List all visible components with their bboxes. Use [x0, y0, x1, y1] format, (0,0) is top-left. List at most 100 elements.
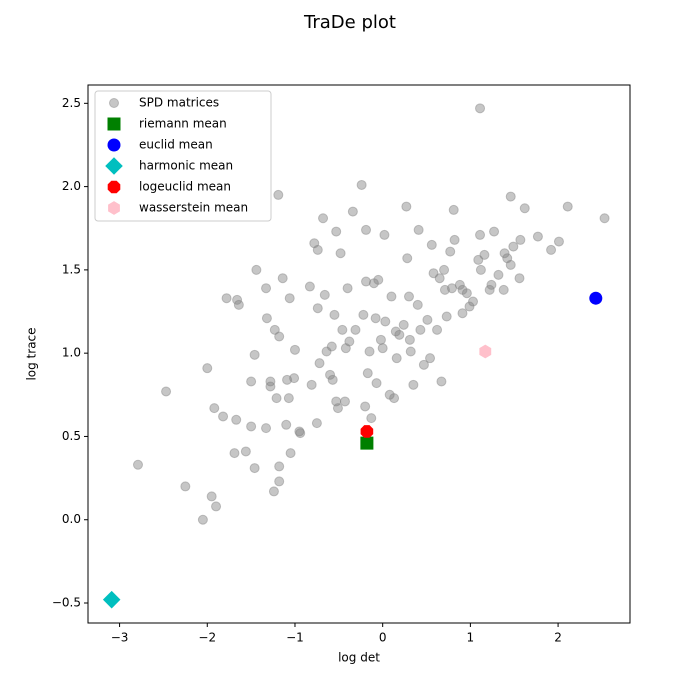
point [180, 481, 191, 492]
point [362, 368, 373, 379]
point [221, 293, 232, 304]
legend-label: riemann mean [139, 117, 227, 131]
point [309, 238, 320, 249]
point [360, 436, 374, 450]
point [337, 324, 348, 335]
x-tick-label: 2 [554, 631, 562, 645]
point [289, 344, 300, 355]
point [295, 428, 306, 439]
point [202, 363, 213, 374]
point [599, 213, 610, 224]
point [335, 248, 346, 259]
x-tick-label: −1 [286, 631, 304, 645]
point [281, 419, 292, 430]
point [371, 378, 382, 389]
point [519, 203, 530, 214]
point [386, 291, 397, 302]
point [454, 279, 465, 290]
point [197, 514, 208, 525]
point [356, 179, 367, 190]
point [389, 393, 400, 404]
legend-marker [107, 138, 121, 152]
y-tick-label: 2.0 [62, 179, 81, 193]
point [273, 189, 284, 200]
point [562, 201, 573, 212]
point [441, 311, 452, 322]
legend-marker [109, 98, 119, 108]
point [484, 284, 495, 295]
point [361, 224, 372, 235]
point [246, 376, 257, 387]
chart-title: TraDe plot [303, 12, 396, 33]
point [390, 326, 401, 337]
point [505, 191, 516, 202]
x-tick-label: 0 [379, 631, 387, 645]
y-tick-label: 0.5 [62, 429, 81, 443]
legend-marker [108, 201, 120, 215]
point [261, 313, 272, 324]
point [493, 269, 504, 280]
legend-marker [105, 157, 123, 175]
point [464, 301, 475, 312]
point [274, 476, 285, 487]
point [274, 461, 285, 472]
point [209, 403, 220, 414]
point [312, 244, 323, 255]
legend-label: euclid mean [139, 138, 213, 152]
legend-label: SPD matrices [139, 96, 219, 110]
point [319, 289, 330, 300]
point [380, 316, 391, 327]
point [312, 303, 323, 314]
point [318, 213, 329, 224]
point [289, 373, 300, 384]
point [475, 229, 486, 240]
x-tick-label: −3 [111, 631, 129, 645]
point [350, 324, 361, 335]
point [408, 379, 419, 390]
point [457, 284, 468, 295]
x-tick-label: 1 [467, 631, 475, 645]
point [218, 411, 229, 422]
y-tick-label: 0.0 [62, 512, 81, 526]
legend-box [94, 90, 272, 222]
point [368, 278, 379, 289]
legend-marker [107, 117, 121, 131]
point [428, 268, 439, 279]
point [304, 281, 315, 292]
point [265, 376, 276, 387]
y-tick-label: −0.5 [52, 596, 81, 610]
point [246, 421, 257, 432]
point [360, 425, 374, 438]
point [402, 253, 413, 264]
point [314, 358, 325, 369]
point [274, 331, 285, 342]
point [479, 344, 492, 359]
point [379, 229, 390, 240]
point [285, 448, 296, 459]
point [449, 234, 460, 245]
point [486, 279, 497, 290]
point [284, 293, 295, 304]
point [277, 273, 288, 284]
point [448, 204, 459, 215]
point [394, 329, 405, 340]
point [489, 226, 500, 237]
point [418, 359, 429, 370]
y-axis-label: log trace [25, 327, 39, 380]
point [479, 249, 490, 260]
point [515, 234, 526, 245]
point [364, 346, 375, 357]
point [161, 386, 172, 397]
point [294, 426, 305, 437]
point [468, 296, 479, 307]
y-tick-label: 2.5 [62, 96, 81, 110]
point [532, 231, 543, 242]
point [461, 288, 472, 299]
point [321, 346, 332, 357]
point [505, 259, 516, 270]
legend-label: harmonic mean [139, 159, 233, 173]
plot-frame [87, 84, 631, 624]
point [251, 264, 262, 275]
point [401, 201, 412, 212]
